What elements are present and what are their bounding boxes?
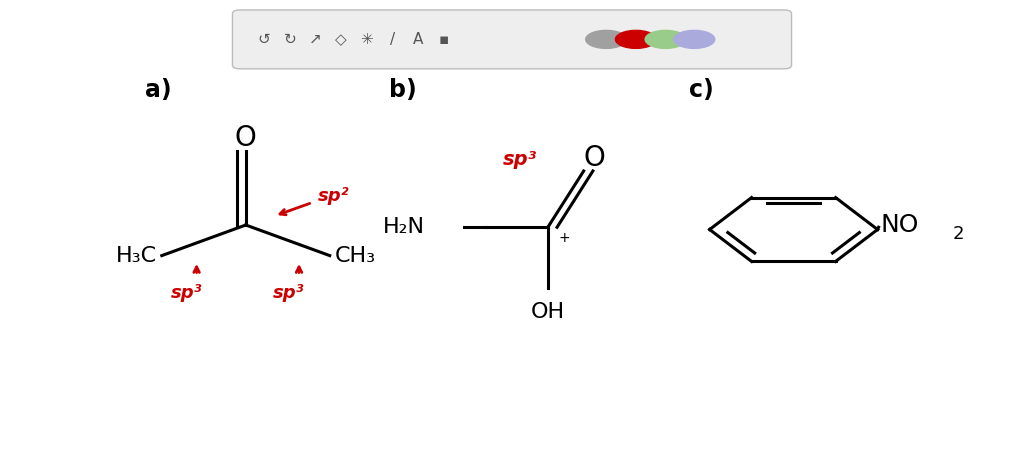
Text: O: O bbox=[234, 124, 257, 152]
Text: H₂N: H₂N bbox=[383, 217, 425, 237]
Text: ↗: ↗ bbox=[309, 32, 322, 47]
Circle shape bbox=[586, 31, 627, 49]
Text: H₃C: H₃C bbox=[116, 246, 157, 266]
Text: ✳: ✳ bbox=[360, 32, 373, 47]
Text: 2: 2 bbox=[952, 225, 964, 243]
Text: +: + bbox=[558, 231, 569, 245]
Text: sp²: sp² bbox=[317, 187, 349, 205]
Circle shape bbox=[674, 31, 715, 49]
Text: O: O bbox=[583, 144, 605, 172]
Text: NO: NO bbox=[881, 213, 919, 237]
Text: sp³: sp³ bbox=[171, 284, 202, 302]
Circle shape bbox=[645, 31, 686, 49]
Text: ◇: ◇ bbox=[335, 32, 347, 47]
Text: A: A bbox=[413, 32, 423, 47]
Text: /: / bbox=[389, 32, 395, 47]
Text: a): a) bbox=[145, 78, 172, 102]
Text: ▪: ▪ bbox=[438, 32, 449, 47]
FancyBboxPatch shape bbox=[232, 10, 792, 69]
Text: ↺: ↺ bbox=[258, 32, 270, 47]
Text: ↻: ↻ bbox=[284, 32, 296, 47]
Text: sp³: sp³ bbox=[273, 284, 304, 302]
Text: OH: OH bbox=[530, 302, 565, 321]
Text: sp³: sp³ bbox=[503, 150, 538, 169]
Text: CH₃: CH₃ bbox=[335, 246, 376, 266]
Text: b): b) bbox=[388, 78, 417, 102]
Circle shape bbox=[615, 31, 656, 49]
Text: c): c) bbox=[689, 78, 714, 102]
